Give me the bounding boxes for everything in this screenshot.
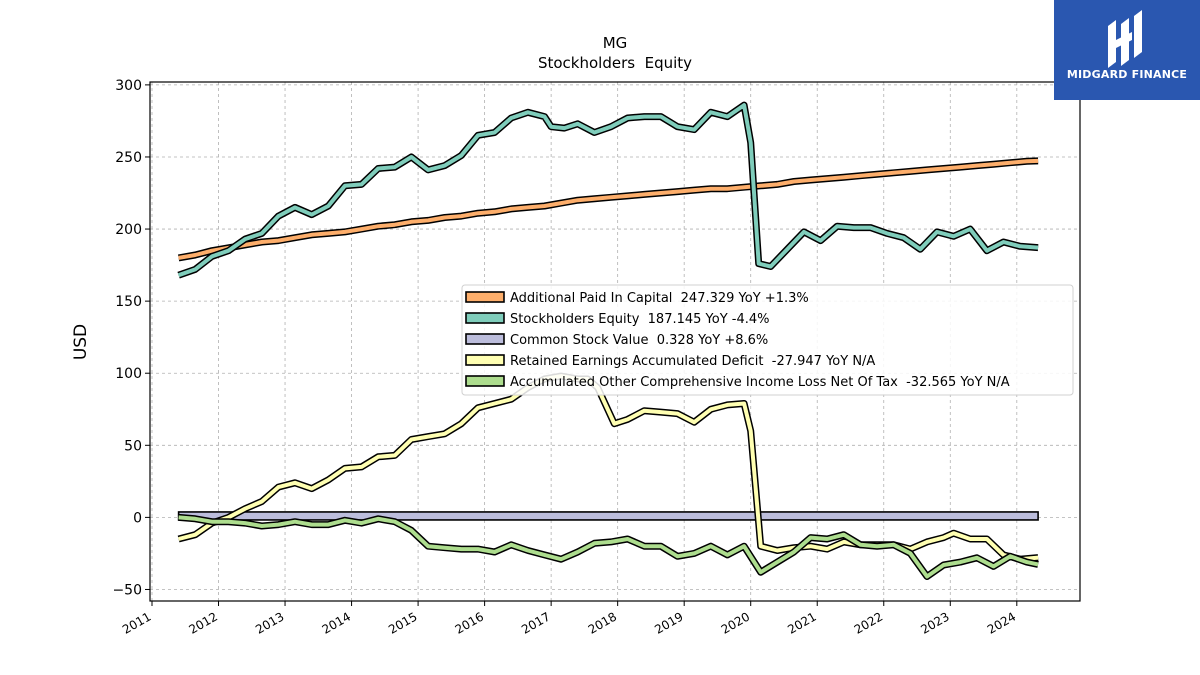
series-bar-common-stock — [177, 511, 1039, 521]
y-tick-label: 50 — [124, 438, 142, 454]
x-tick-label: 2019 — [652, 609, 685, 636]
x-tick-label: 2013 — [253, 609, 286, 636]
series-line-0 — [177, 157, 1039, 262]
y-tick-label: 100 — [115, 366, 142, 382]
chart-subtitle: Stockholders Equity — [538, 54, 692, 72]
legend-label-2: Common Stock Value 0.328 YoY +8.6% — [510, 333, 768, 348]
logo-text: MIDGARD FINANCE — [1066, 68, 1188, 81]
y-tick-label: −50 — [112, 582, 142, 598]
legend: Additional Paid In Capital 247.329 YoY +… — [461, 284, 1074, 396]
series-line-2 — [177, 511, 1039, 521]
series-stroke — [178, 158, 1039, 260]
x-tick-label: 2015 — [386, 609, 419, 636]
x-tick-label: 2014 — [320, 609, 353, 636]
x-tick-label: 2018 — [586, 609, 619, 636]
series-lines — [177, 101, 1039, 580]
y-tick-label: 150 — [115, 294, 142, 310]
legend-swatch-3 — [465, 354, 505, 366]
legend-swatch-1 — [465, 312, 505, 324]
x-tick-label: 2024 — [985, 609, 1018, 636]
y-axis-label: USD — [71, 324, 91, 360]
x-tick-label: 2017 — [519, 609, 552, 636]
y-tick-label: 0 — [133, 510, 142, 526]
x-tick-label: 2011 — [120, 609, 153, 636]
x-tick-label: 2023 — [918, 609, 951, 636]
y-tick-label: 200 — [115, 222, 142, 238]
legend-label-4: Accumulated Other Comprehensive Income L… — [510, 375, 1010, 390]
legend-swatch-4 — [465, 375, 505, 387]
series-line-3 — [177, 372, 1039, 563]
x-tick-label: 2016 — [453, 609, 486, 636]
series-line-4 — [178, 513, 1039, 580]
legend-label-1: Stockholders Equity 187.145 YoY -4.4% — [510, 312, 770, 327]
midgard-finance-logo: MIDGARD FINANCE — [1054, 0, 1200, 100]
series-stroke — [178, 515, 1039, 579]
legend-label-0: Additional Paid In Capital 247.329 YoY +… — [510, 291, 809, 306]
series-stroke — [177, 103, 1039, 278]
legend-label-3: Retained Earnings Accumulated Deficit -2… — [510, 354, 875, 369]
series-line-1 — [177, 101, 1039, 279]
x-tick-label: 2022 — [852, 609, 885, 636]
legend-box — [461, 284, 1074, 396]
plot-frame — [149, 81, 1081, 602]
series-outline — [177, 372, 1039, 563]
legend-swatch-0 — [465, 291, 505, 303]
y-tick-label: 250 — [115, 150, 142, 166]
series-outline — [177, 101, 1039, 279]
chart-title: MG — [603, 34, 628, 52]
x-tick-label: 2020 — [719, 609, 752, 636]
y-tick-label: 300 — [115, 78, 142, 94]
legend-swatch-2 — [465, 333, 505, 345]
x-tick-label: 2021 — [785, 609, 818, 636]
logo-mark-icon — [1108, 10, 1142, 68]
x-tick-label: 2012 — [187, 609, 220, 636]
